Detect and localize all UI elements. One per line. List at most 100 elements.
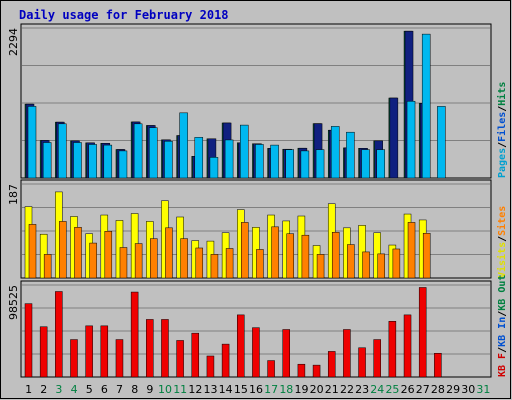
x-tick-day-27: 27 — [416, 383, 430, 396]
bar-kb-f-day-19 — [297, 363, 306, 378]
bar-sites-day-2 — [43, 254, 52, 279]
bar-sites-day-15 — [241, 222, 249, 279]
bar-pages-day-3 — [58, 123, 67, 179]
legend-entry: Pages — [497, 148, 508, 178]
x-tick-day-30: 30 — [461, 383, 475, 396]
bar-sites-day-23 — [362, 251, 370, 279]
bar-pages-day-24 — [376, 149, 385, 179]
bar-kb-f-day-6 — [100, 325, 109, 378]
x-tick-day-12: 12 — [188, 383, 202, 396]
x-tick-day-16: 16 — [249, 383, 263, 396]
bar-files-day-25 — [389, 97, 399, 179]
bar-kb-f-day-20 — [312, 364, 321, 378]
bar-pages-day-19 — [300, 150, 310, 179]
x-tick-day-18: 18 — [279, 383, 293, 396]
bar-kb-f-day-2 — [39, 326, 48, 378]
bar-pages-day-28 — [437, 106, 446, 179]
bar-pages-day-23 — [361, 149, 370, 179]
bar-kb-f-day-24 — [373, 339, 381, 378]
bar-pages-day-2 — [42, 142, 52, 179]
bar-kb-f-day-15 — [237, 314, 245, 378]
bar-kb-f-day-10 — [161, 319, 169, 378]
bar-sites-day-9 — [150, 238, 158, 279]
bar-kb-f-day-16 — [252, 327, 260, 378]
legend-entry: Sites — [496, 206, 508, 236]
bar-pages-day-12 — [194, 137, 204, 179]
bar-sites-day-20 — [316, 254, 325, 279]
bar-pages-day-11 — [179, 112, 188, 179]
bar-sites-day-7 — [119, 247, 128, 279]
bar-sites-day-11 — [180, 238, 188, 279]
x-tick-day-6: 6 — [101, 383, 108, 396]
legend-entry: Visits — [496, 242, 508, 278]
bar-pages-day-20 — [315, 149, 325, 179]
x-tick-day-15: 15 — [234, 383, 248, 396]
bar-sites-day-19 — [301, 234, 310, 279]
x-tick-day-14: 14 — [219, 383, 233, 396]
bar-sites-day-14 — [225, 248, 234, 279]
x-tick-day-11: 11 — [173, 383, 187, 396]
y-max-label-bot: 98525 — [7, 285, 20, 320]
bar-sites-day-1 — [28, 224, 37, 279]
x-tick-day-23: 23 — [355, 383, 369, 396]
bar-kb-f-day-28 — [434, 352, 442, 378]
bar-pages-day-21 — [330, 126, 340, 179]
bar-sites-day-16 — [256, 249, 264, 279]
bar-kb-f-day-14 — [221, 343, 230, 378]
x-tick-day-25: 25 — [385, 383, 399, 396]
legend-entry: / — [497, 236, 508, 242]
x-tick-day-19: 19 — [294, 383, 308, 396]
chart-title: Daily usage for February 2018 — [19, 8, 229, 22]
legend-entry: Files — [496, 112, 508, 142]
bar-kb-f-day-17 — [267, 360, 275, 378]
x-tick-day-28: 28 — [431, 383, 445, 396]
bar-kb-f-day-1 — [24, 303, 33, 378]
legend-entry: KB Out — [497, 275, 508, 311]
legend-entry: / — [497, 311, 508, 317]
bar-kb-f-day-8 — [130, 291, 139, 378]
legend-entry: / — [497, 347, 508, 353]
bar-kb-f-day-22 — [343, 329, 351, 378]
bar-pages-day-7 — [118, 150, 128, 179]
legend-top: Pages/Files/Hits — [496, 82, 508, 178]
bar-kb-f-day-27 — [418, 287, 427, 378]
y-max-label-top: 2294 — [7, 28, 20, 56]
bar-pages-day-15 — [240, 124, 249, 179]
bar-sites-day-12 — [195, 247, 204, 279]
bar-sites-day-17 — [271, 226, 279, 279]
bar-sites-day-27 — [422, 232, 431, 279]
bar-kb-f-day-4 — [70, 339, 78, 378]
bar-sites-day-13 — [210, 254, 219, 279]
bar-kb-f-day-11 — [176, 340, 184, 378]
bar-pages-day-16 — [255, 144, 264, 179]
bar-kb-f-day-12 — [191, 332, 200, 378]
x-tick-day-21: 21 — [325, 383, 339, 396]
bar-pages-day-8 — [133, 123, 143, 179]
bar-pages-day-13 — [209, 157, 219, 179]
bar-sites-day-6 — [104, 231, 113, 279]
bar-kb-f-day-26 — [403, 314, 412, 378]
bar-sites-day-10 — [165, 227, 173, 279]
x-tick-day-31: 31 — [476, 383, 490, 396]
x-tick-day-8: 8 — [131, 383, 138, 396]
x-tick-day-3: 3 — [55, 383, 62, 396]
bar-pages-day-18 — [285, 149, 294, 179]
bar-kb-f-day-21 — [327, 351, 336, 378]
bar-kb-f-day-9 — [146, 319, 154, 378]
x-tick-day-9: 9 — [146, 383, 153, 396]
bar-pages-day-27 — [421, 33, 431, 179]
bar-sites-day-18 — [286, 233, 294, 279]
x-tick-day-13: 13 — [204, 383, 218, 396]
x-tick-day-1: 1 — [25, 383, 32, 396]
bar-pages-day-5 — [88, 144, 97, 179]
x-tick-day-5: 5 — [86, 383, 93, 396]
panel-top: 2294 Pages/Files/Hits — [7, 23, 508, 179]
x-tick-day-22: 22 — [340, 383, 354, 396]
bar-sites-day-4 — [74, 227, 82, 279]
bar-pages-day-1 — [27, 106, 37, 179]
x-tick-day-7: 7 — [116, 383, 123, 396]
bar-sites-day-25 — [392, 248, 401, 279]
bar-kb-f-day-7 — [115, 339, 124, 378]
